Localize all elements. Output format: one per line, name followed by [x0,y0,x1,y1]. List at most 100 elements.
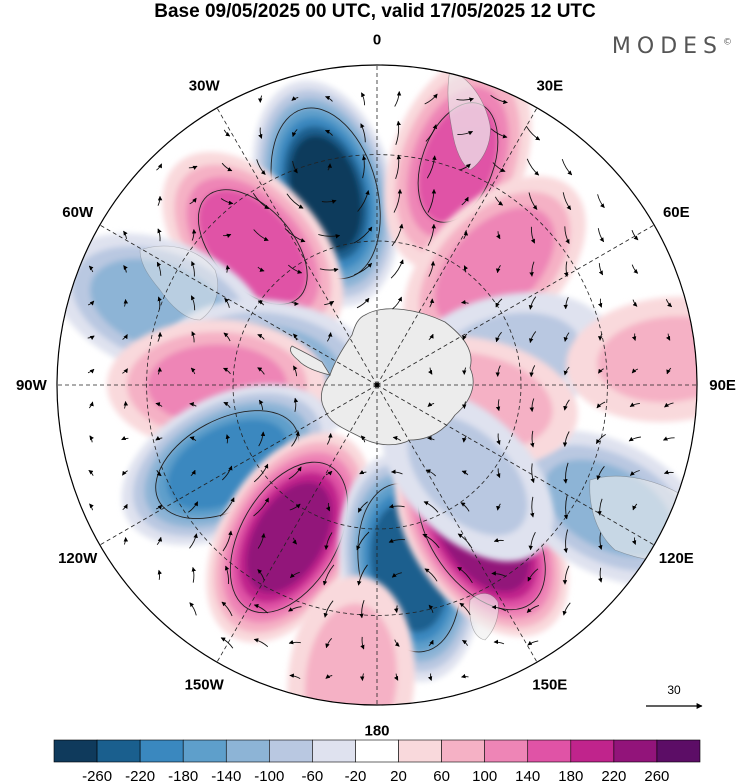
wind-vector [157,296,162,310]
wind-vector [258,127,263,139]
meridian-line [376,384,538,663]
wind-vector [563,462,569,484]
colorbar-swatch [96,739,141,763]
wind-vector [462,639,468,646]
wind-vector [561,158,573,176]
wind-vector [356,531,370,551]
wind-vector [191,566,197,583]
colorbar-swatch [53,739,98,763]
wind-vector [225,264,231,273]
wind-vector [225,565,230,585]
wind-vector [428,333,434,341]
wind-vector [422,533,440,549]
colorbar-swatch [484,739,529,763]
wind-vector [189,533,198,549]
colorbar-swatch [139,739,184,763]
wind-vector [562,192,572,211]
wind-vector [427,188,437,213]
wind-vector [596,401,606,409]
wind-vector [287,264,303,274]
wind-vector [628,436,641,442]
wind-vector [492,162,506,173]
wind-vector [253,229,269,241]
wind-vector [319,267,339,273]
wind-vector [323,600,334,618]
longitude-label: 150E [532,676,567,693]
colorbar-swatch [441,739,485,763]
wind-vector [495,298,503,308]
wind-vector [462,435,467,443]
wind-vector [529,261,535,277]
longitude-label: 60W [62,204,94,221]
wind-vector [631,229,639,241]
wind-vector [597,333,603,341]
wind-vector [223,233,232,238]
wind-vector [459,163,471,171]
wind-vector [597,228,605,243]
wind-vector [362,155,367,179]
wind-vector [393,188,403,213]
wind-vector [562,431,570,447]
colorbar-swatch [398,739,442,763]
wind-vector [424,93,438,105]
wind-vector [325,502,331,512]
wind-vector [632,503,638,511]
wind-vector [288,466,302,480]
wind-vector [88,401,94,409]
wind-vector [156,163,163,171]
wind-vector [191,331,196,343]
wind-vector [395,154,402,180]
wind-vector [598,532,603,550]
wind-vector [122,503,128,511]
reference-vector: 30 [646,683,703,709]
wind-vector [293,365,298,377]
wind-vector [495,265,501,274]
wind-vector [428,639,434,647]
wind-vector [461,401,467,409]
wind-vector [496,503,501,511]
wind-vector [563,297,569,310]
map-boundary [56,64,698,706]
new-zealand [469,593,499,641]
wind-vector [321,199,337,204]
longitude-labels: 0 30E 60E 90E 120E 150E 180 150W 120W 90W 60W 30W [16,31,736,739]
colorbar-tick-label: -180 [168,768,198,783]
wind-vector [257,569,265,581]
wind-vector [666,367,672,375]
colorbar-swatch [656,739,701,763]
wind-vector [423,501,439,513]
wind-vector [222,530,233,552]
wind-vector [291,96,299,101]
wind-vector [223,129,231,137]
colorbar-swatch [613,739,658,763]
wind-vector [89,503,94,511]
meridian-line [376,384,655,546]
wind-vector [595,434,606,444]
longitude-label: 30W [189,78,221,95]
colorbar-tick-label: 180 [558,768,583,783]
wind-vector [490,128,508,139]
wind-vector [357,501,368,513]
wind-vector [252,192,270,210]
wind-vector [631,264,639,274]
wind-vector [426,155,437,179]
wind-vector [391,469,403,475]
wind-vector [598,263,604,276]
wind-vector [390,259,404,279]
wind-vector [123,299,129,307]
wind-vector [394,639,400,647]
wind-vector [293,397,299,412]
wind-vector [526,604,540,613]
wind-vector [190,295,196,311]
wind-vector [257,533,266,549]
wind-vector [496,433,501,445]
wind-vector [291,301,299,307]
wind-vector [292,160,298,174]
wind-vector [632,299,638,307]
wind-vector [256,159,266,175]
wind-vector [496,231,501,240]
wind-vector [357,564,368,586]
wind-vector [631,333,637,341]
meridian-line [216,107,378,386]
wind-vector [191,261,196,277]
